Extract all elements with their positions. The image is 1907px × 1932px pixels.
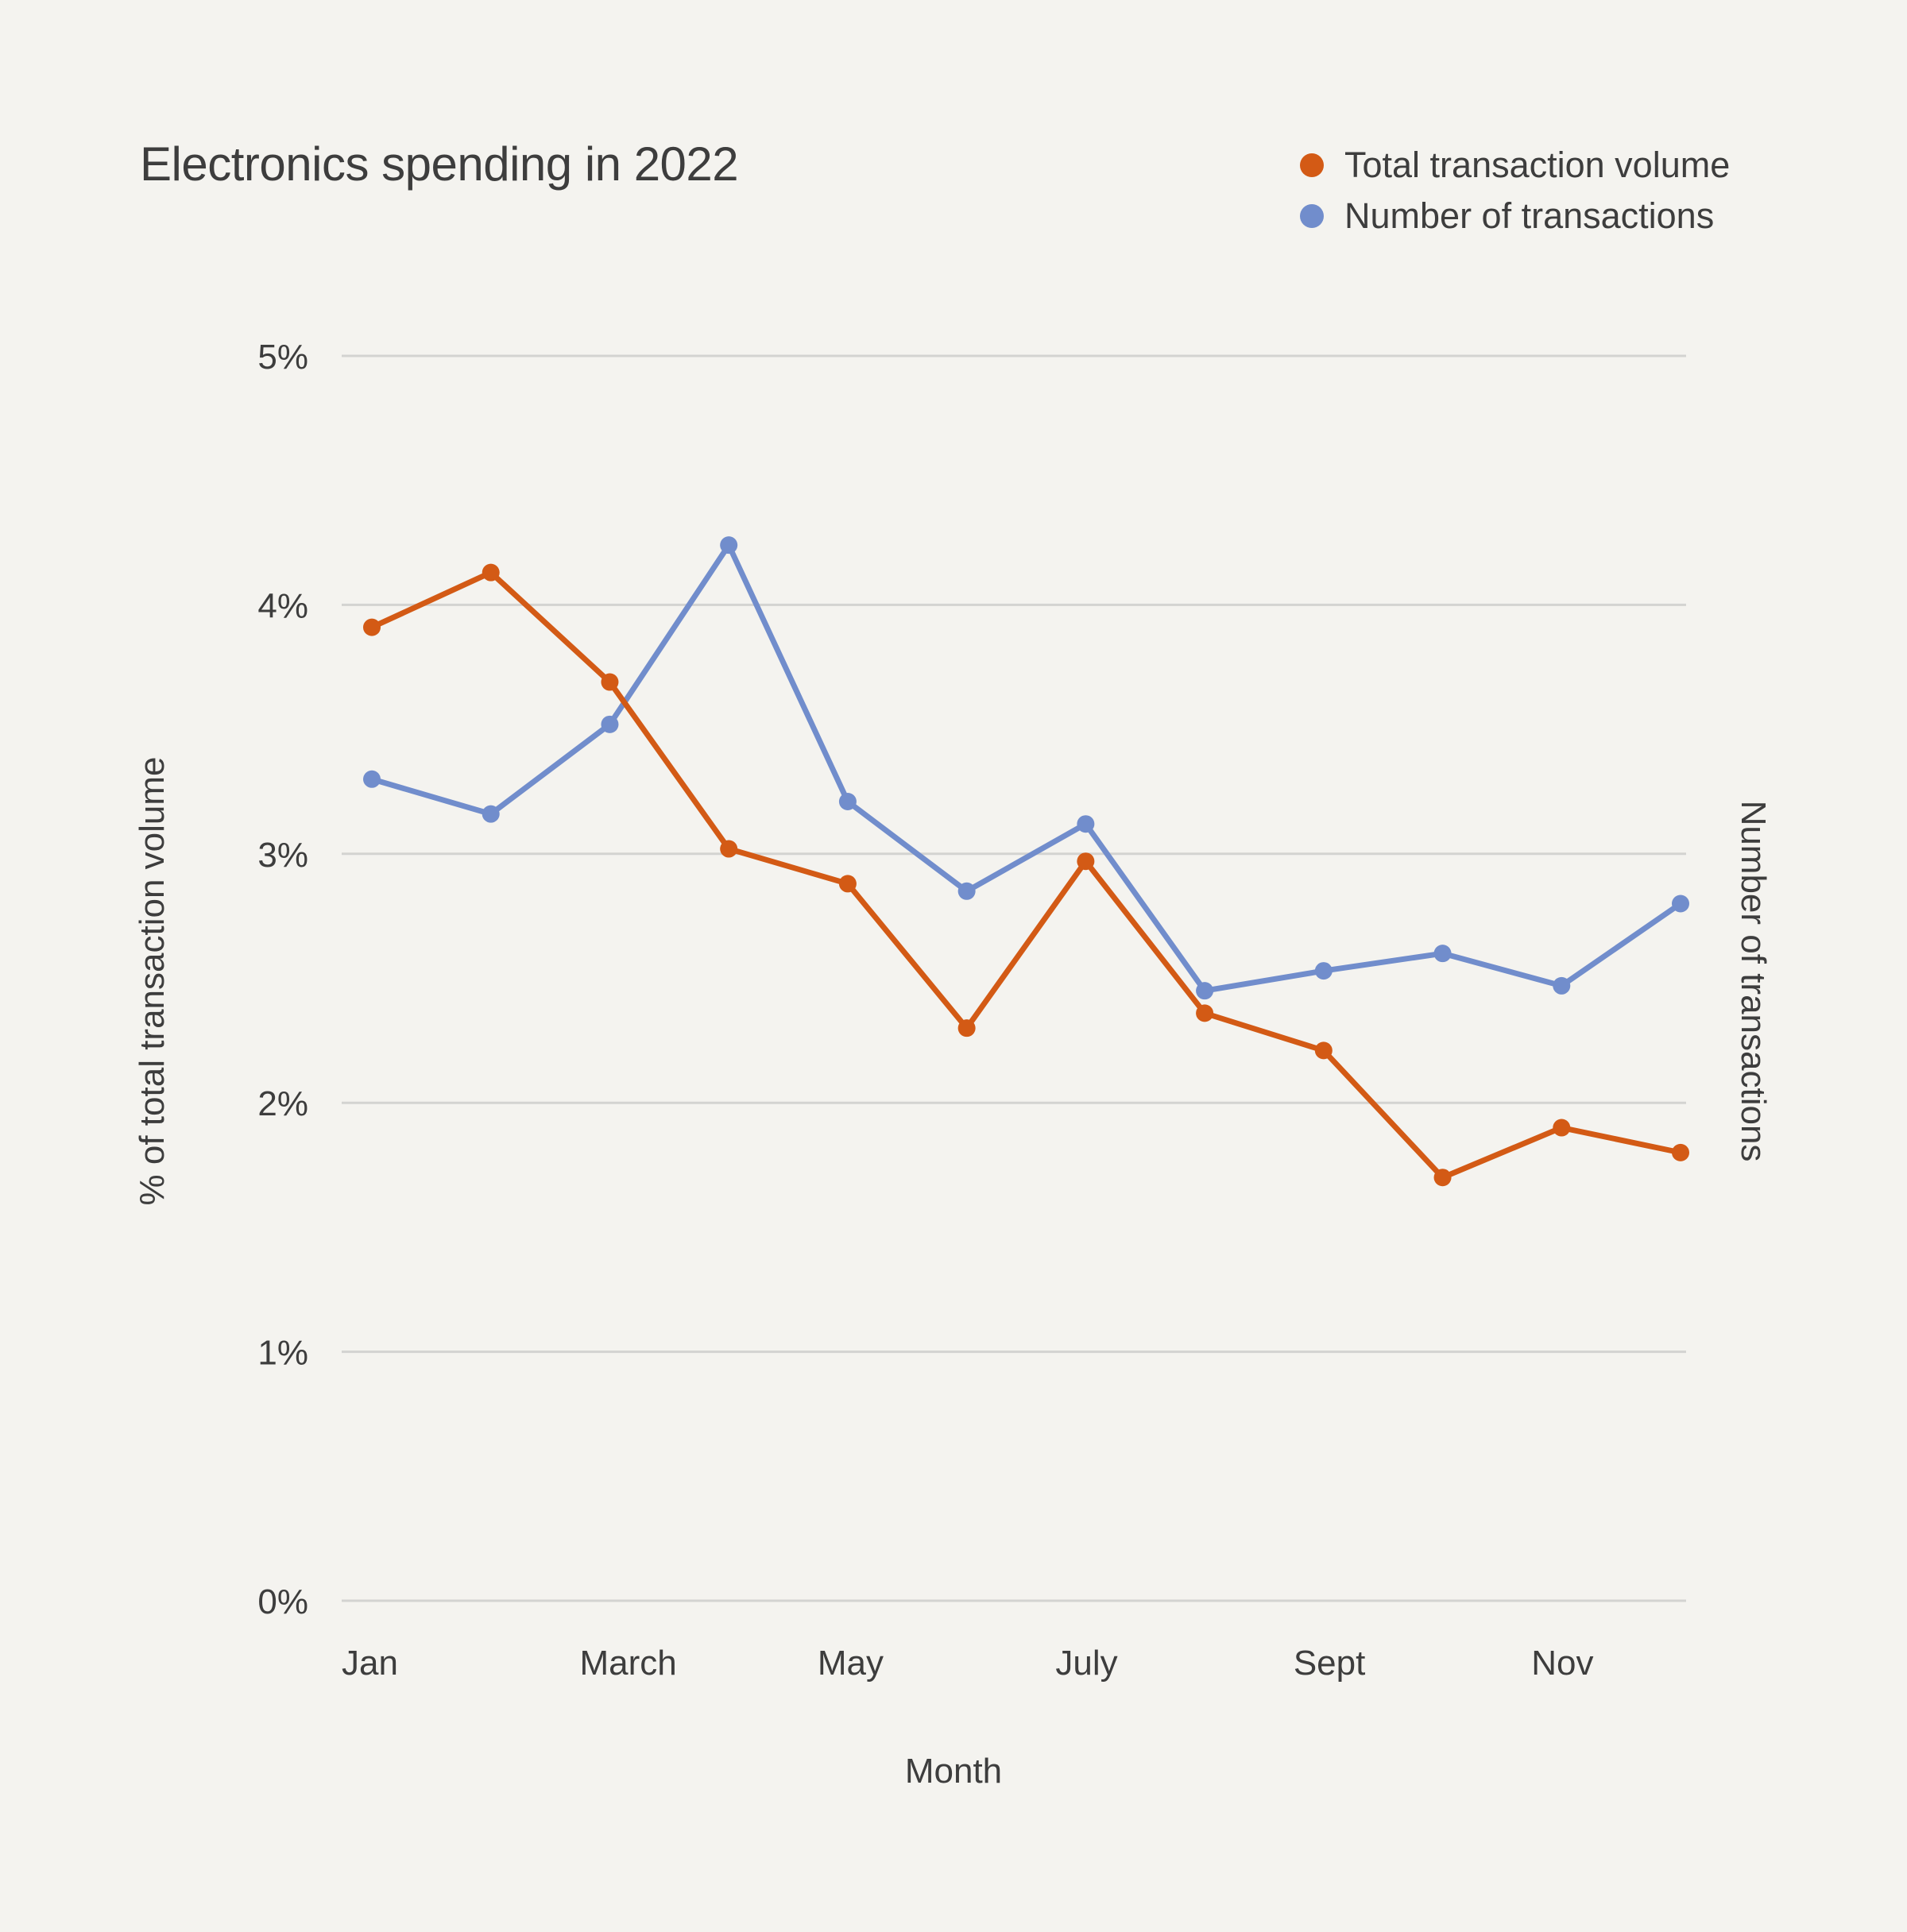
data-point[interactable] — [720, 536, 738, 554]
data-point[interactable] — [1314, 962, 1333, 980]
data-point[interactable] — [957, 1019, 976, 1037]
series-number-of-transactions — [363, 536, 1689, 1000]
legend: Total transaction volume Number of trans… — [1300, 140, 1730, 242]
data-point[interactable] — [363, 618, 381, 636]
y-tick-label: 3% — [257, 836, 308, 875]
data-point[interactable] — [1553, 1119, 1571, 1137]
data-point[interactable] — [1077, 852, 1095, 871]
y-tick-label: 4% — [257, 586, 308, 625]
data-point[interactable] — [957, 882, 976, 900]
series-total-transaction-volume — [363, 563, 1689, 1187]
series-line — [369, 570, 1684, 1180]
data-point[interactable] — [1196, 982, 1214, 1000]
x-tick-label: July — [1055, 1644, 1117, 1683]
data-point[interactable] — [363, 770, 381, 788]
legend-item-volume[interactable]: Total transaction volume — [1300, 140, 1730, 191]
y-tick-label: 5% — [257, 338, 308, 377]
data-point[interactable] — [1672, 895, 1689, 913]
gridlines — [342, 354, 1686, 1602]
data-point[interactable] — [601, 715, 619, 733]
data-point[interactable] — [1433, 1169, 1452, 1187]
y-axis-title-left: % of total transaction volume — [133, 757, 172, 1206]
x-tick-label: March — [579, 1644, 676, 1683]
data-point[interactable] — [838, 875, 857, 893]
y-tick-label: 2% — [257, 1084, 308, 1123]
chart-title: Electronics spending in 2022 — [140, 137, 739, 191]
x-tick-label: Nov — [1531, 1644, 1593, 1683]
legend-dot-count-icon — [1300, 204, 1324, 228]
legend-label-count: Number of transactions — [1344, 195, 1715, 236]
x-tick-label: May — [818, 1644, 884, 1683]
legend-label-volume: Total transaction volume — [1344, 145, 1731, 185]
data-point[interactable] — [838, 792, 857, 810]
data-point[interactable] — [720, 840, 738, 858]
data-point[interactable] — [1077, 815, 1095, 833]
series-line — [369, 542, 1684, 994]
data-point[interactable] — [482, 805, 500, 823]
y-tick-label: 0% — [257, 1582, 308, 1621]
legend-dot-volume-icon — [1300, 153, 1324, 177]
series — [363, 536, 1689, 1187]
data-point[interactable] — [1314, 1041, 1333, 1060]
x-tick-label: Jan — [342, 1644, 398, 1683]
x-axis-title: Month — [905, 1752, 1002, 1791]
data-point[interactable] — [1553, 976, 1571, 995]
data-point[interactable] — [1672, 1143, 1689, 1161]
data-point[interactable] — [601, 673, 619, 691]
data-point[interactable] — [1196, 1004, 1214, 1022]
y-axis-ticks: 0% 1% 2% 3% 4% 5% — [257, 338, 308, 1621]
x-tick-label: Sept — [1294, 1644, 1366, 1683]
y-tick-label: 1% — [257, 1334, 308, 1373]
data-point[interactable] — [482, 563, 500, 582]
data-point[interactable] — [1433, 945, 1452, 963]
x-axis-ticks: Jan March May July Sept Nov — [342, 1644, 1594, 1683]
y-axis-title-right: Number of transactions — [1734, 801, 1773, 1162]
legend-item-count[interactable]: Number of transactions — [1300, 191, 1730, 242]
